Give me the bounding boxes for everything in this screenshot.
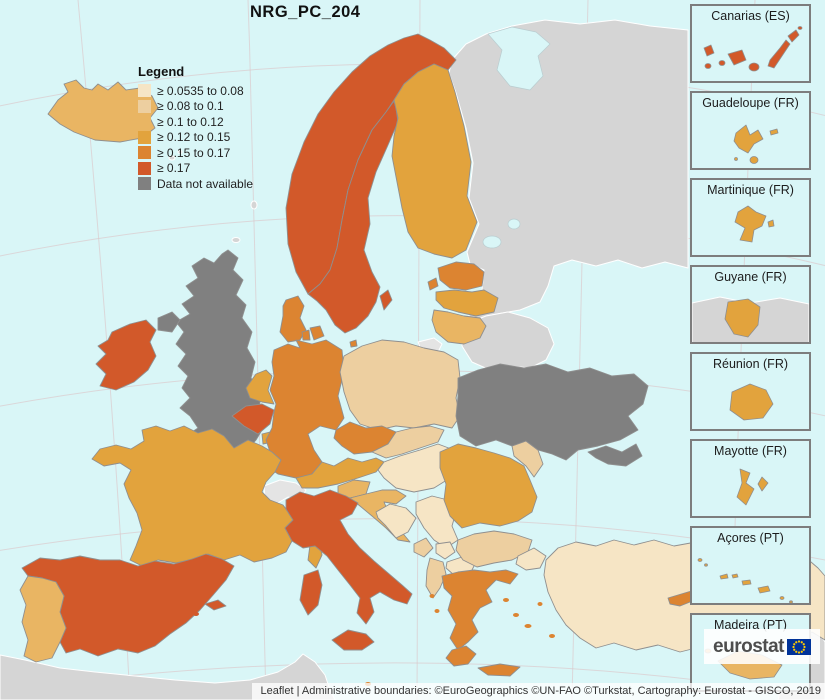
country-latvia[interactable] [435,289,499,317]
eu-flag-icon [786,638,811,655]
island-gotland[interactable] [379,289,393,311]
inset-islands-canarias [703,26,803,72]
inset-guadeloupe: Guadeloupe (FR) [690,91,811,170]
legend-swatch [138,177,151,191]
country-finland[interactable] [391,63,478,259]
legend-swatch [138,99,151,113]
legend-item: ≥ 0.08 to 0.1 [138,99,253,115]
country-denmark[interactable] [279,295,307,343]
legend-item: Data not available [138,176,253,192]
island-zealand[interactable] [309,325,325,341]
island-saaremaa[interactable] [427,277,439,291]
country-kosovo[interactable] [435,541,456,560]
inset-acores: Açores (PT) [690,526,811,605]
country-germany[interactable] [265,339,345,479]
choropleth-countries [19,33,825,686]
country-poland[interactable] [339,339,461,431]
island-sicily[interactable] [331,629,375,651]
outermost-regions-panel: Canarias (ES) Guadeloupe (FR) [690,4,811,700]
eurostat-logo: eurostat [704,629,820,664]
legend-item: ≥ 0.0535 to 0.08 [138,83,253,99]
country-slovakia[interactable] [371,425,445,459]
legend-item: ≥ 0.12 to 0.15 [138,130,253,146]
region-thrace[interactable] [515,547,547,571]
region-crimea[interactable] [587,443,643,467]
legend-item: ≥ 0.1 to 0.12 [138,114,253,130]
island-crete[interactable] [477,663,521,677]
inset-island-martinique [734,205,775,243]
country-estonia[interactable] [437,261,485,291]
country-ukraine[interactable] [455,363,649,461]
legend-swatch [138,146,151,160]
region-peloponnese[interactable] [445,645,477,667]
legend-swatch [138,161,151,175]
country-ireland[interactable] [95,319,157,391]
country-italy[interactable] [284,489,413,625]
land-russia [448,19,689,325]
country-lithuania[interactable] [431,309,487,345]
inset-martinique: Martinique (FR) [690,178,811,257]
inset-mayotte: Mayotte (FR) [690,439,811,518]
country-albania[interactable] [425,557,447,599]
country-greece[interactable] [441,569,519,651]
inset-island-reunion [729,383,774,421]
inset-islands-mayotte [736,468,769,506]
country-austria[interactable] [295,457,385,489]
eurostat-logo-text: eurostat [713,635,784,657]
country-bosnia[interactable] [375,503,417,539]
inset-guyane: Guyane (FR) [690,265,811,344]
inset-reunion: Réunion (FR) [690,352,811,431]
island-mallorca[interactable] [204,599,227,611]
legend-item: ≥ 0.17 [138,161,253,177]
legend-swatch [138,84,151,98]
country-sweden[interactable] [307,100,399,334]
legend: Legend ≥ 0.0535 to 0.08 ≥ 0.08 to 0.1 ≥ … [138,64,253,192]
country-montenegro[interactable] [413,537,434,558]
attribution-text: | Administrative boundaries: ©EuroGeogra… [293,685,821,697]
leaflet-link[interactable]: Leaflet [260,685,294,697]
island-funen[interactable] [301,329,311,341]
island-ibiza[interactable] [193,612,199,616]
island-sardinia[interactable] [299,569,323,616]
legend-swatch [138,130,151,144]
region-northern-ireland[interactable] [157,311,181,333]
legend-swatch [138,115,151,129]
inset-islands-guadeloupe [733,124,779,164]
inset-islands-acores [697,558,793,603]
island-bornholm[interactable] [349,339,358,348]
country-netherlands[interactable] [245,369,275,405]
legend-title: Legend [138,64,185,79]
country-portugal[interactable] [19,575,67,663]
legend-item: ≥ 0.15 to 0.17 [138,145,253,161]
country-romania[interactable] [439,443,538,529]
page-title: NRG_PC_204 [250,3,361,21]
attribution-bar: Leaflet | Administrative boundaries: ©Eu… [252,683,825,700]
inset-region-guyane [724,298,761,338]
inset-canarias: Canarias (ES) [690,4,811,83]
country-belgium[interactable] [231,403,275,435]
